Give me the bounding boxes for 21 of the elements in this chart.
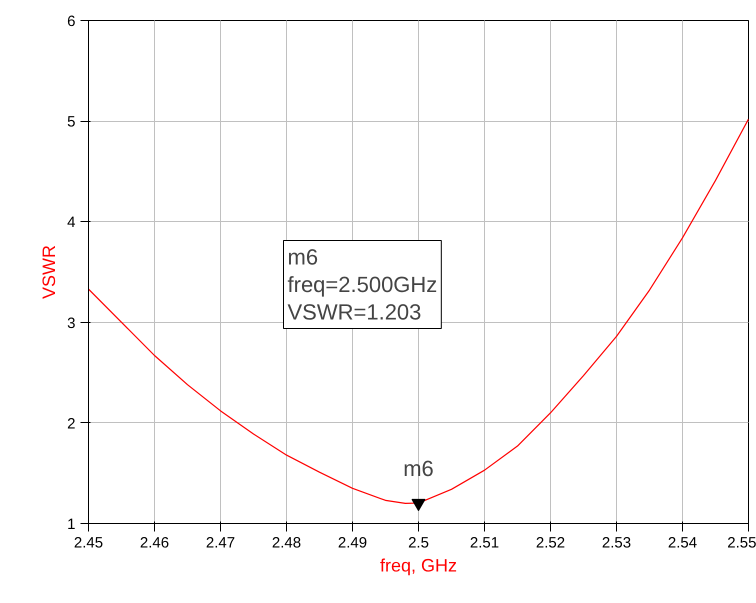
- x-tick-label: 2.52: [536, 534, 566, 552]
- x-axis-title: freq, GHz: [380, 556, 458, 576]
- x-tick-label: 2.5: [408, 534, 429, 552]
- x-tick-label: 2.45: [74, 534, 104, 552]
- annotation: m6 freq=2.500GHz VSWR=1.203: [288, 244, 438, 324]
- y-tick-label: 1: [67, 516, 76, 533]
- x-tick-label: 2.47: [206, 534, 236, 552]
- y-tick-label: 6: [67, 13, 76, 30]
- x-tick-label: 2.55: [727, 534, 756, 552]
- y-tick-label: 5: [67, 114, 76, 131]
- x-tick-label: 2.53: [602, 534, 632, 552]
- x-tick-label: 2.46: [140, 534, 170, 552]
- y-tick-label: 3: [67, 314, 76, 332]
- x-tick-label: 2.51: [470, 534, 500, 552]
- x-tick-label: 2.54: [668, 534, 698, 552]
- x-tick-label: 2.48: [272, 534, 302, 552]
- y-tick-label: 2: [67, 415, 76, 432]
- x-tick-label: 2.49: [338, 534, 368, 552]
- y-tick-label: 4: [67, 214, 76, 232]
- y-axis-title: VSWR: [39, 245, 60, 299]
- annotation: m6: [403, 456, 434, 482]
